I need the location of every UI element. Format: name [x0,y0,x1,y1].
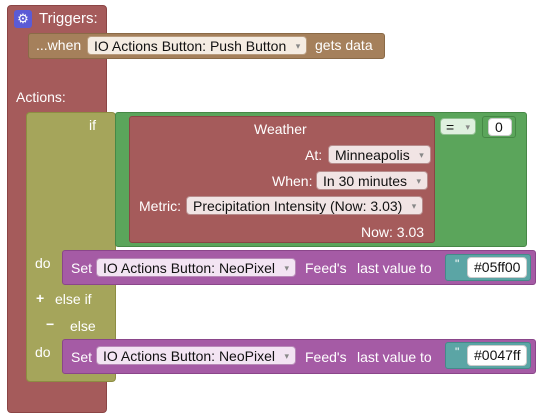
if-block[interactable] [26,112,116,382]
actions-label: Actions: [16,89,66,105]
when-suffix: gets data [315,37,373,53]
location-value: Minneapolis [335,147,410,163]
compare-operator-value: = [446,119,455,135]
triggers-label: Triggers: [39,10,98,27]
else-if-label: else if [55,291,92,307]
color-value-input-1[interactable]: #05ff00 [467,257,527,278]
compare-operator-dropdown[interactable]: = ▾ [440,118,476,135]
forecast-time-value: In 30 minutes [323,173,408,189]
chevron-down-icon: ▾ [411,201,417,211]
minus-icon[interactable]: − [46,316,55,332]
trigger-feed-value: IO Actions Button: Push Button [94,38,287,54]
trigger-feed-dropdown[interactable]: IO Actions Button: Push Button ▾ [87,36,308,55]
chevron-down-icon: ▾ [284,263,289,273]
else-label: else [70,318,96,334]
compare-value-text: 0 [495,119,503,135]
color-value-input-2[interactable]: #0047ff [467,345,527,366]
color-value-text-1: #05ff00 [474,259,521,275]
set-label-2: Set [71,349,93,365]
color-value-text-2: #0047ff [474,347,521,363]
chevron-down-icon: ▾ [465,122,470,132]
gear-icon[interactable]: ⚙ [14,10,32,28]
plus-icon[interactable]: + [36,290,45,306]
metric-value: Precipitation Intensity (Now: 3.03) [193,198,403,214]
metric-dropdown[interactable]: Precipitation Intensity (Now: 3.03) ▾ [186,196,424,215]
set-feed-value-1: IO Actions Button: NeoPixel [103,260,275,276]
do-label-2: do [35,344,51,360]
do-label: do [35,255,51,271]
location-dropdown[interactable]: Minneapolis ▾ [328,145,431,164]
chevron-down-icon: ▾ [295,41,301,51]
set-label-1: Set [71,260,93,276]
last-value-label-1: last value to [357,260,432,276]
chevron-down-icon: ▾ [419,150,424,160]
chevron-down-icon: ▾ [284,351,289,361]
now-readout: Now: 3.03 [361,224,425,240]
feeds-label-2: Feed's [305,349,347,365]
quote-icon-2: " [455,345,460,359]
quote-icon-1: " [455,257,460,271]
if-label: if [89,117,96,133]
metric-label: Metric: [139,198,181,214]
chevron-down-icon: ▾ [416,176,422,186]
compare-value-input[interactable]: 0 [488,118,512,136]
weather-title: Weather [254,121,307,137]
when-label: When: [272,173,313,189]
last-value-label-2: last value to [357,349,432,365]
set-feed-value-2: IO Actions Button: NeoPixel [103,348,275,364]
set-feed-dropdown-1[interactable]: IO Actions Button: NeoPixel ▾ [96,258,296,277]
feeds-label-1: Feed's [305,260,347,276]
forecast-time-dropdown[interactable]: In 30 minutes ▾ [316,171,429,190]
at-label: At: [305,147,323,163]
set-feed-dropdown-2[interactable]: IO Actions Button: NeoPixel ▾ [96,346,296,365]
when-prefix: ...when [36,37,82,53]
